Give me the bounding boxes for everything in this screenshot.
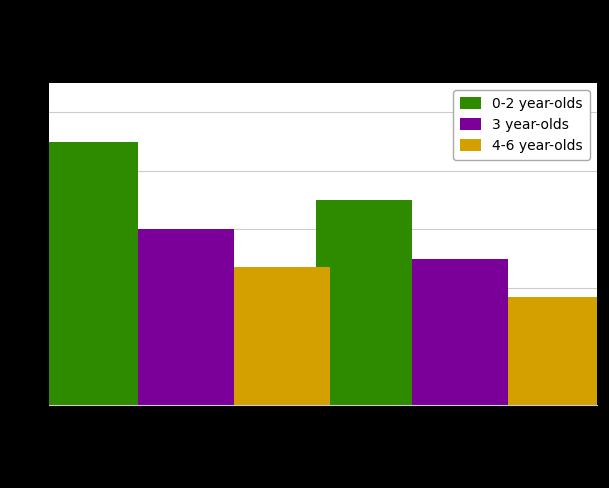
Bar <box>316 200 412 405</box>
Bar <box>42 142 138 405</box>
Bar <box>508 297 604 405</box>
Legend: 0-2 year-olds, 3 year-olds, 4-6 year-olds: 0-2 year-olds, 3 year-olds, 4-6 year-old… <box>454 90 590 160</box>
Bar <box>412 259 508 405</box>
Bar <box>138 229 234 405</box>
Bar <box>234 267 329 405</box>
